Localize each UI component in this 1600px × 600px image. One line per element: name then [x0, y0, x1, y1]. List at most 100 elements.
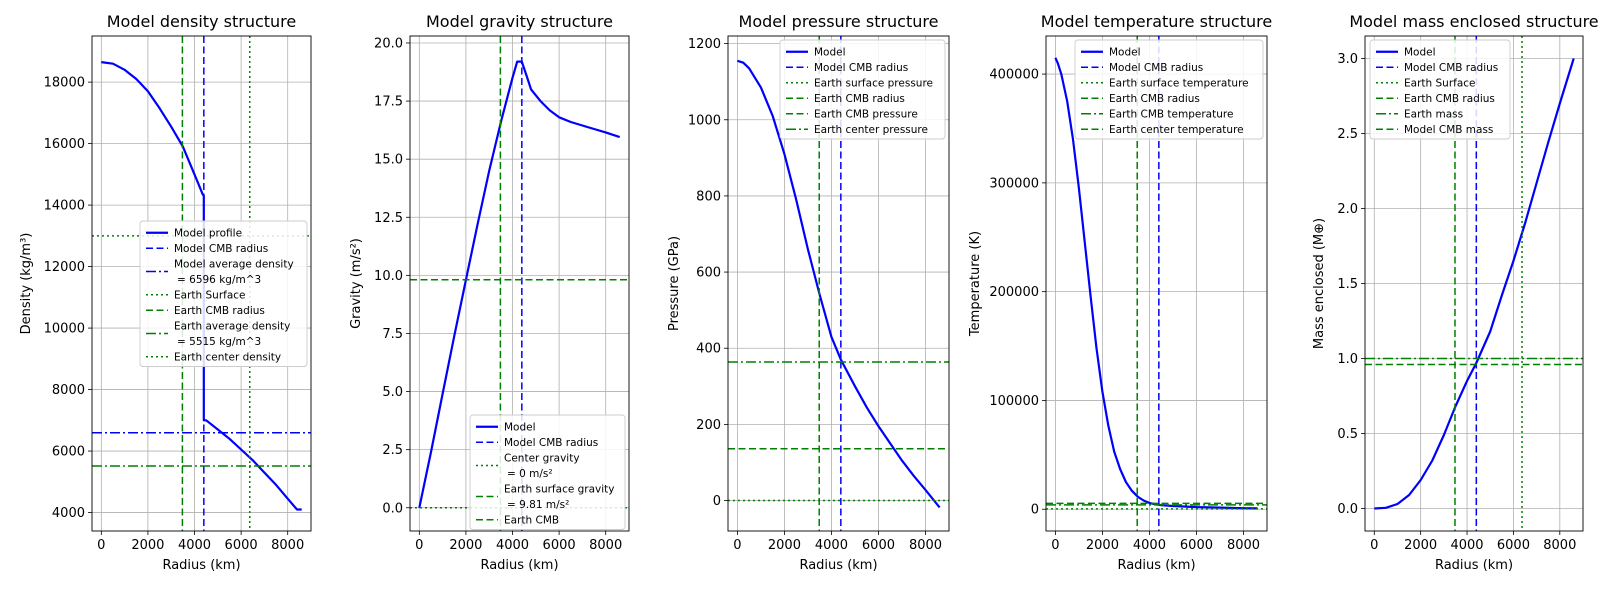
y-tick-label: 16000 — [44, 137, 85, 152]
x-tick-label: 6000 — [225, 538, 258, 553]
chart-title: Model temperature structure — [1041, 12, 1272, 31]
y-tick-label: 20.0 — [374, 36, 403, 51]
legend-entry-label: Model CMB radius — [1109, 62, 1203, 74]
y-axis-label: Mass enclosed (M⊕) — [1312, 218, 1327, 349]
legend-entry-label: Earth CMB radius — [1404, 93, 1495, 105]
x-tick-label: 0 — [1370, 538, 1378, 553]
legend-entry-label: Model CMB radius — [814, 62, 908, 74]
panel-3: 0 2000 4000 6000 8000 0 200 400 600 800 1000 1200 Mo… — [667, 12, 950, 573]
y-tick-label: 0.0 — [382, 501, 403, 516]
y-tick-label: 15.0 — [374, 153, 403, 168]
legend-entry-label: Model — [504, 422, 536, 434]
y-tick-label: 200000 — [989, 285, 1039, 300]
chart-title: Model density structure — [107, 12, 296, 31]
y-axis-label: Pressure (GPa) — [667, 236, 682, 331]
legend: Model Model CMB radius Earth Surface Earth … — [1369, 39, 1511, 140]
plot-area — [1046, 36, 1267, 531]
legend-entry-label: Model CMB mass — [1404, 124, 1493, 136]
legend: Model Model CMB radius Earth surface tempe… — [1074, 39, 1264, 140]
legend-box — [1074, 39, 1264, 140]
x-tick-label: 2000 — [1086, 538, 1119, 553]
legend-entry-label: Model — [1404, 47, 1436, 59]
legend: Model profile Model CMB radius Model avera… — [139, 220, 308, 367]
y-tick-label: 5.0 — [382, 385, 403, 400]
legend-entry-label: Earth CMB radius — [174, 305, 265, 317]
legend-box — [1369, 39, 1511, 140]
y-tick-label: 12000 — [44, 260, 85, 275]
y-tick-label: 12.5 — [374, 211, 403, 226]
axes-frame — [91, 35, 312, 532]
x-tick-label: 4000 — [178, 538, 211, 553]
x-tick-label: 8000 — [589, 538, 622, 553]
legend-box — [139, 220, 308, 367]
x-tick-label: 0 — [733, 538, 741, 553]
panel-5: 0 2000 4000 6000 8000 0.0 0.5 1.0 1.5 2.0 2.5 3.0 Mo… — [1312, 12, 1599, 573]
y-tick-label: 14000 — [44, 199, 85, 214]
x-tick-label: 6000 — [543, 538, 576, 553]
x-tick-label: 4000 — [1450, 538, 1483, 553]
x-tick-label: 0 — [415, 538, 423, 553]
legend-entry-label: Earth surface pressure — [814, 78, 933, 90]
legend-entry-label: Model — [1109, 47, 1141, 59]
y-tick-label: 600 — [696, 266, 721, 281]
x-tick-label: 2000 — [449, 538, 482, 553]
chart-title: Model pressure structure — [739, 12, 939, 31]
y-tick-label: 400 — [696, 342, 721, 357]
y-tick-label: 200 — [696, 418, 721, 433]
y-tick-label: 4000 — [52, 506, 85, 521]
y-tick-label: 6000 — [52, 445, 85, 460]
legend-entry-label: Model — [814, 47, 846, 59]
legend-entry-label: Model CMB radius — [174, 243, 268, 255]
series-1-line — [1054, 57, 1258, 510]
y-tick-label: 8000 — [52, 383, 85, 398]
axes-frame — [409, 35, 630, 532]
x-axis-label: Radius (km) — [1117, 558, 1195, 573]
y-tick-label: 17.5 — [374, 95, 403, 110]
legend-entry-label: Earth Surface — [174, 290, 246, 302]
y-tick-label: 300000 — [989, 176, 1039, 191]
legend-entry-label: = 9.81 m/s² — [507, 499, 569, 511]
x-tick-label: 8000 — [271, 538, 304, 553]
plot-area — [728, 36, 949, 531]
series-1-line — [1374, 58, 1575, 510]
axes-frame — [1045, 35, 1268, 532]
legend-entry-label: Earth Surface — [1404, 78, 1476, 90]
x-axis-label: Radius (km) — [162, 558, 240, 573]
x-axis-label: Radius (km) — [480, 558, 558, 573]
y-tick-label: 1200 — [688, 37, 721, 52]
legend-entry-label: Earth average density — [174, 321, 290, 333]
y-tick-label: 3.0 — [1337, 52, 1358, 67]
y-tick-label: 18000 — [44, 76, 85, 91]
x-tick-label: 4000 — [1133, 538, 1166, 553]
y-tick-label: 1000 — [688, 113, 721, 128]
y-axis-label: Gravity (m/s²) — [349, 238, 364, 329]
legend-entry-label: Model CMB radius — [504, 437, 598, 449]
x-tick-label: 6000 — [862, 538, 895, 553]
chart-title: Model gravity structure — [426, 12, 613, 31]
y-tick-label: 100000 — [989, 394, 1039, 409]
legend-entry-label: Earth center pressure — [814, 124, 928, 136]
plot-area — [1365, 36, 1583, 531]
legend-entry-label: Earth CMB pressure — [814, 109, 918, 121]
y-axis-label: Temperature (K) — [968, 231, 983, 337]
y-tick-label: 0.5 — [1337, 427, 1358, 442]
legend-entry-label: Earth surface gravity — [504, 484, 615, 496]
y-tick-label: 10.0 — [374, 269, 403, 284]
x-tick-label: 8000 — [909, 538, 942, 553]
x-axis-label: Radius (km) — [799, 558, 877, 573]
x-tick-label: 6000 — [1497, 538, 1530, 553]
x-tick-label: 8000 — [1227, 538, 1260, 553]
y-tick-label: 2.5 — [1337, 127, 1358, 142]
y-tick-label: 0 — [713, 494, 721, 509]
legend-entry-label: Earth mass — [1404, 109, 1463, 121]
legend-entry-label: Earth CMB — [504, 515, 559, 527]
legend-entry-label: Model average density — [174, 259, 294, 271]
x-tick-label: 4000 — [815, 538, 848, 553]
legend-entry-label: Model CMB radius — [1404, 62, 1498, 74]
legend: Model Model CMB radius Earth surface press… — [779, 39, 946, 140]
legend-box — [469, 414, 626, 530]
y-tick-label: 0 — [1031, 503, 1039, 518]
y-tick-label: 10000 — [44, 322, 85, 337]
panel-2: 0 2000 4000 6000 8000 0.0 2.5 5.0 7.5 10.0 12.5 15.… — [349, 12, 630, 573]
